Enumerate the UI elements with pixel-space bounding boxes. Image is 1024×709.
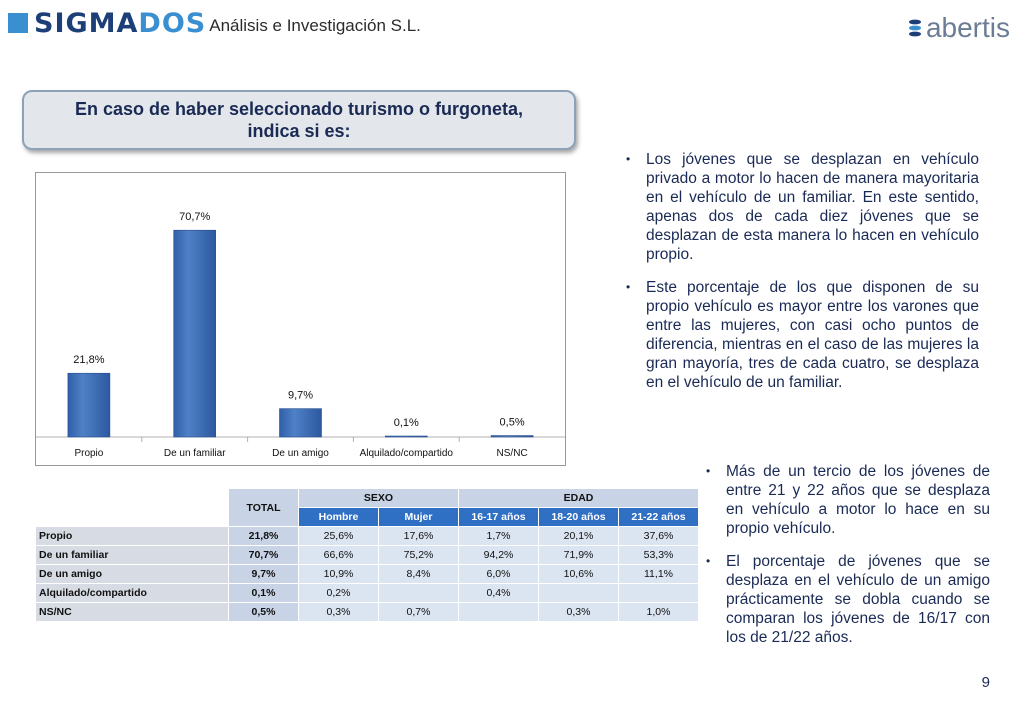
bar-4: [490, 435, 534, 438]
logo-wordmark: SIGMADOS: [34, 7, 207, 39]
row-label: Propio: [35, 526, 229, 546]
table-cell: [378, 583, 459, 603]
row-label: De un amigo: [35, 564, 229, 584]
header-21-22: 21-22 años: [618, 507, 699, 527]
row-total: 0,5%: [228, 602, 299, 622]
row-label: De un familiar: [35, 545, 229, 565]
bullet-dot-icon: •: [626, 280, 631, 294]
x-tick-label-3: Alquilado/compartido: [360, 448, 454, 459]
table-cell: 8,4%: [378, 564, 459, 584]
x-tick-label-0: Propio: [74, 448, 103, 459]
row-label: Alquilado/compartido: [35, 583, 229, 603]
bar-3: [384, 435, 428, 438]
row-total: 0,1%: [228, 583, 299, 603]
bullet-item: • Este porcentaje de los que disponen de …: [626, 278, 979, 392]
sigmados-logo: SIGMADOS Análisis e Investigación S.L.: [8, 7, 421, 39]
header-edad: EDAD: [458, 488, 699, 508]
row-total: 21,8%: [228, 526, 299, 546]
abertis-wordmark: abertis: [925, 12, 1010, 43]
table-row: De un amigo 9,7% 10,9% 8,4% 6,0% 10,6% 1…: [35, 564, 699, 584]
page-title: En caso de haber seleccionado turismo o …: [74, 99, 524, 141]
table-row: Alquilado/compartido 0,1% 0,2% 0,4%: [35, 583, 699, 603]
header-16-17: 16-17 años: [458, 507, 539, 527]
bullet-text: Este porcentaje de los que disponen de s…: [646, 279, 979, 391]
row-total: 70,7%: [228, 545, 299, 565]
bullet-dot-icon: •: [706, 554, 711, 568]
table-cell: 0,2%: [298, 583, 379, 603]
x-tick-label-4: NS/NC: [497, 448, 528, 459]
table-cell: 0,3%: [298, 602, 379, 622]
table-cell: 17,6%: [378, 526, 459, 546]
bullet-text: Los jóvenes que se desplazan en vehículo…: [646, 151, 979, 263]
row-label: NS/NC: [35, 602, 229, 622]
table-cell: 0,3%: [538, 602, 619, 622]
table-cell: 1,0%: [618, 602, 699, 622]
header-hombre: Hombre: [298, 507, 379, 527]
title-box: En caso de haber seleccionado turismo o …: [22, 90, 576, 150]
table-cell: 66,6%: [298, 545, 379, 565]
bar-chart-svg: 21,8% Propio 70,7% De un familiar 9,7% De un …: [36, 211, 565, 459]
table-cell: 1,7%: [458, 526, 539, 546]
bullet-dot-icon: •: [706, 464, 711, 478]
table-cell: 10,9%: [298, 564, 379, 584]
bar-chart: 21,8% Propio 70,7% De un familiar 9,7% De un …: [35, 172, 566, 466]
bar-2: [279, 408, 322, 438]
bullet-text: Más de un tercio de los jóvenes de entre…: [726, 463, 990, 537]
data-label-4: 0,5%: [500, 417, 525, 429]
table-cell: 0,7%: [378, 602, 459, 622]
table-row: NS/NC 0,5% 0,3% 0,7% 0,3% 1,0%: [35, 602, 699, 622]
bar-0: [67, 372, 111, 438]
header-mujer: Mujer: [378, 507, 459, 527]
data-label-1: 70,7%: [179, 211, 210, 223]
company-name: Análisis e Investigación S.L.: [209, 15, 421, 35]
abertis-logo: abertis: [907, 12, 1010, 44]
table-cell: 10,6%: [538, 564, 619, 584]
table-row: De un familiar 70,7% 66,6% 75,2% 94,2% 7…: [35, 545, 699, 565]
table-cell: 0,4%: [458, 583, 539, 603]
bullet-dot-icon: •: [626, 152, 631, 166]
abertis-logo-icon: [908, 19, 921, 37]
table-row: Propio 21,8% 25,6% 17,6% 1,7% 20,1% 37,6…: [35, 526, 699, 546]
bar-1: [173, 229, 216, 438]
page-number: 9: [981, 674, 990, 691]
table-cell: [458, 602, 539, 622]
table-cell: [538, 583, 619, 603]
bullet-item: • Más de un tercio de los jóvenes de entr…: [706, 462, 990, 538]
table-cell: 20,1%: [538, 526, 619, 546]
data-label-3: 0,1%: [394, 417, 419, 429]
table-cell: 71,9%: [538, 545, 619, 565]
row-total: 9,7%: [228, 564, 299, 584]
table-cell: 37,6%: [618, 526, 699, 546]
data-label-2: 9,7%: [288, 390, 313, 402]
bullets-bottom: • Más de un tercio de los jóvenes de entr…: [706, 462, 990, 661]
table-cell: 6,0%: [458, 564, 539, 584]
table-header-row: TOTAL SEXO EDAD: [35, 488, 699, 527]
table-cell: 25,6%: [298, 526, 379, 546]
results-table: TOTAL SEXO EDAD Hombre Mujer 16-17 años …: [35, 488, 699, 622]
bullets-top: • Los jóvenes que se desplazan en vehícul…: [626, 150, 979, 406]
header-total: TOTAL: [228, 488, 299, 527]
header-18-20: 18-20 años: [538, 507, 619, 527]
table-cell: 75,2%: [378, 545, 459, 565]
table-cell: 94,2%: [458, 545, 539, 565]
table-corner: [35, 488, 229, 527]
bullet-item: • Los jóvenes que se desplazan en vehícul…: [626, 150, 979, 264]
bullet-text: El porcentaje de jóvenes que se desplaza…: [726, 553, 990, 646]
table-cell: [618, 583, 699, 603]
table-cell: 11,1%: [618, 564, 699, 584]
logo-square-icon: [8, 13, 28, 33]
bullet-item: • El porcentaje de jóvenes que se desplaz…: [706, 552, 990, 647]
x-tick-label-2: De un amigo: [272, 448, 329, 459]
data-label-0: 21,8%: [73, 354, 104, 366]
x-tick-label-1: De un familiar: [164, 448, 226, 459]
header-sexo: SEXO: [298, 488, 459, 508]
table-cell: 53,3%: [618, 545, 699, 565]
